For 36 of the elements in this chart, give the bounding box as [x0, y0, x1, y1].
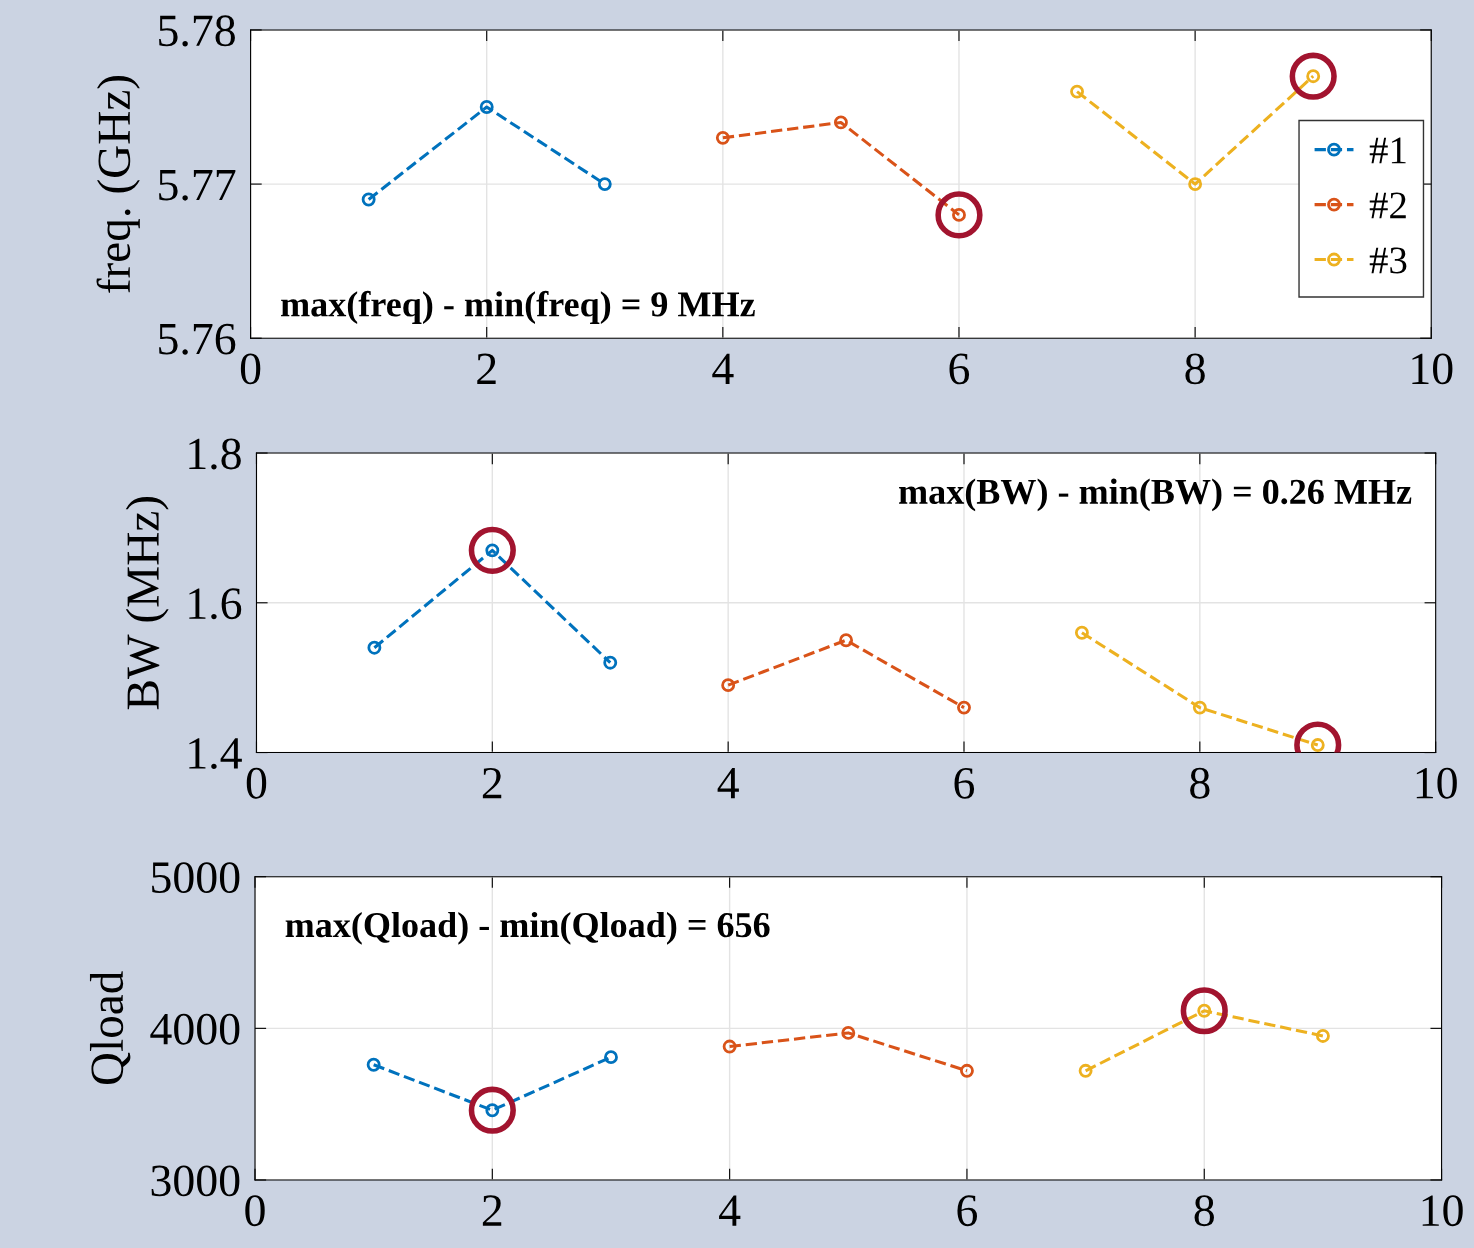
x-tick-label: 6 — [957, 1195, 978, 1227]
x-tick-label: 2 — [482, 767, 502, 799]
x-tick-label: 2 — [482, 1195, 502, 1226]
x-tick-label: 0 — [240, 353, 261, 385]
x-tick-label: 6 — [954, 767, 975, 799]
x-tick-label: 10 — [1412, 353, 1453, 385]
x-tick-label: 4 — [719, 1195, 741, 1226]
y-tick-label: 5.77 — [159, 169, 236, 201]
x-tick-label: 10 — [1422, 1195, 1463, 1227]
annotation: max(BW) - min(BW) = 0.26 MHz — [899, 478, 1412, 512]
y-tick-label: 5000 — [152, 862, 240, 894]
x-tick-label: 2 — [477, 353, 496, 384]
y-tick-label: 4000 — [150, 1013, 240, 1045]
y-tick-label: 3000 — [151, 1165, 240, 1197]
x-tick-label: 8 — [1185, 353, 1205, 385]
y-axis-title: BW (MHz) — [125, 497, 169, 710]
x-tick-label: 0 — [246, 767, 267, 799]
y-tick-label: 1.6 — [189, 588, 242, 620]
x-tick-label: 4 — [712, 353, 734, 384]
x-tick-label: 0 — [245, 1195, 265, 1227]
y-tick-label: 1.4 — [189, 738, 242, 770]
legend-label: #2 — [1369, 192, 1406, 219]
y-axis-title: Qload — [89, 971, 131, 1085]
x-tick-label: 4 — [717, 768, 739, 799]
legend-label: #1 — [1369, 137, 1406, 164]
y-tick-label: 1.8 — [189, 438, 241, 470]
annotation: max(freq) - min(freq) = 9 MHz — [281, 290, 755, 324]
legend-label: #3 — [1369, 247, 1407, 274]
x-tick-label: 6 — [949, 353, 970, 385]
annotation: max(Qload) - min(Qload) = 656 — [285, 911, 770, 945]
x-tick-label: 10 — [1416, 767, 1457, 799]
y-axis-title: freq. (GHz) — [96, 76, 140, 293]
y-tick-label: 5.78 — [159, 15, 235, 47]
y-tick-label: 5.76 — [159, 323, 236, 355]
x-tick-label: 8 — [1190, 767, 1210, 799]
x-tick-label: 8 — [1194, 1195, 1214, 1227]
